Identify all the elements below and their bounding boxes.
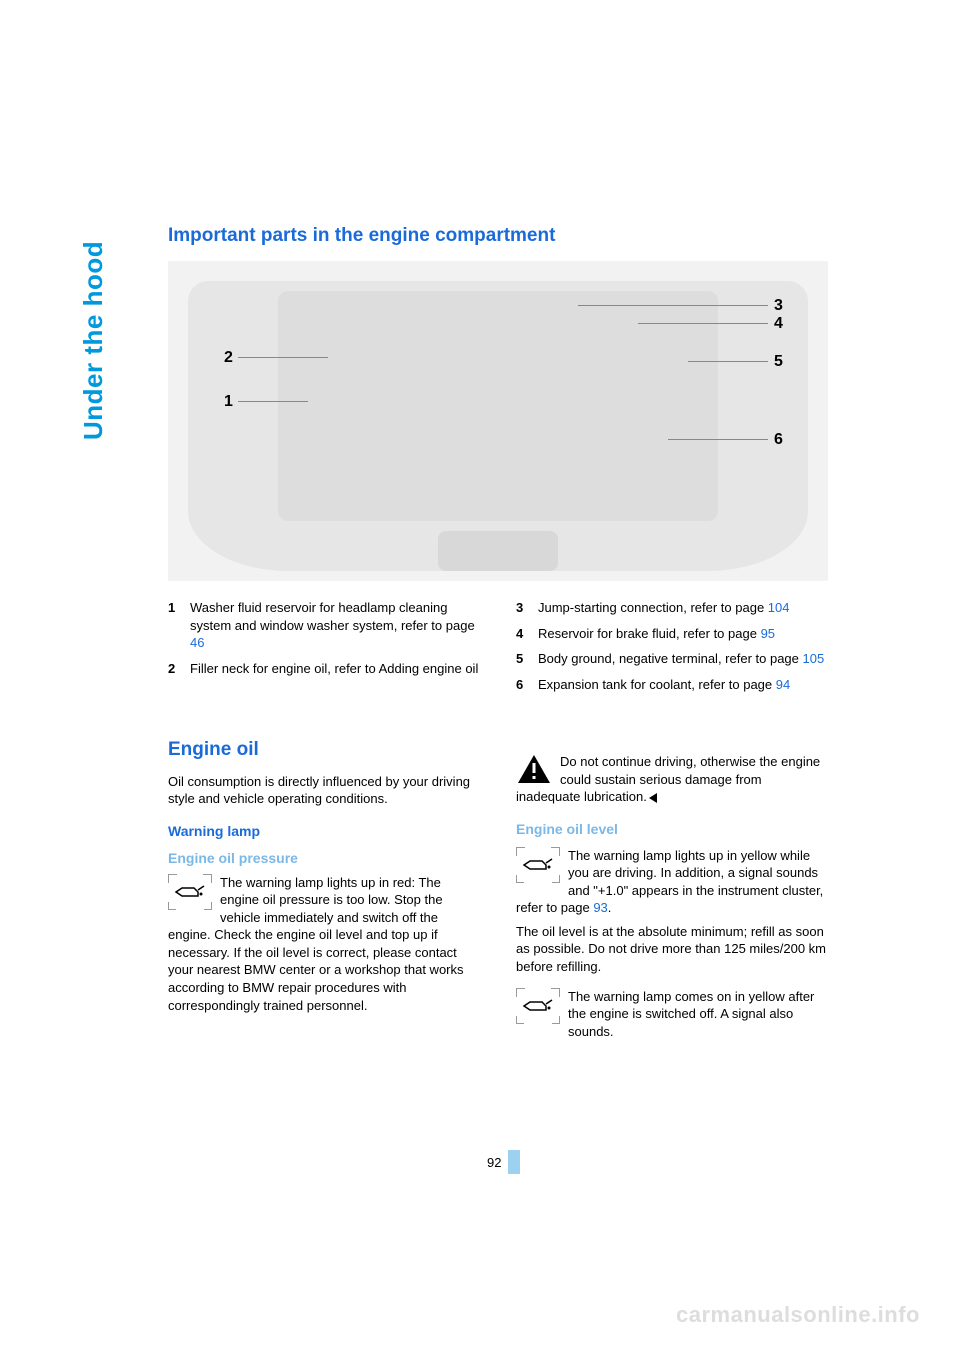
oil-level-text-1c: . (608, 900, 612, 915)
callout-line-1 (238, 401, 308, 402)
caution-text: Do not continue driving, otherwise the e… (516, 754, 820, 804)
legend-item-4: 4 Reservoir for brake fluid, refer to pa… (516, 625, 828, 643)
engine-compartment-figure: 2 1 3 4 5 6 (168, 261, 828, 581)
callout-line-2 (238, 357, 328, 358)
engine-oil-left: Engine oil Oil consumption is directly i… (168, 707, 480, 1040)
heading-oil-level: Engine oil level (516, 820, 828, 839)
legend-text: Reservoir for brake fluid, refer to page… (538, 625, 828, 643)
callout-line-6 (668, 439, 768, 440)
page-link[interactable]: 105 (803, 651, 825, 666)
page-link[interactable]: 93 (593, 900, 607, 915)
legend-item-5: 5 Body ground, negative terminal, refer … (516, 650, 828, 668)
legend-text: Washer fluid reservoir for headlamp clea… (190, 599, 480, 652)
legend-text: Jump-starting connection, refer to page … (538, 599, 828, 617)
oil-level-paragraph-1: The warning lamp lights up in yellow whi… (516, 847, 828, 917)
callout-2: 2 (224, 349, 233, 367)
engine-bay-shape (278, 291, 718, 521)
callout-legend: 1 Washer fluid reservoir for headlamp cl… (168, 599, 828, 701)
oil-pressure-paragraph: The warning lamp lights up in red: The e… (168, 874, 480, 1014)
oil-level-paragraph-2: The oil level is at the absolute minimum… (516, 923, 828, 976)
legend-body: Washer fluid reservoir for headlamp clea… (190, 600, 475, 633)
legend-body: Reservoir for brake fluid, refer to page (538, 626, 761, 641)
end-mark-icon (649, 793, 657, 803)
legend-body: Expansion tank for coolant, refer to pag… (538, 677, 776, 692)
legend-num: 6 (516, 676, 538, 694)
oil-pressure-text-2: switch off the engine. Check the engine … (168, 910, 464, 1013)
callout-3: 3 (774, 297, 783, 315)
legend-item-6: 6 Expansion tank for coolant, refer to p… (516, 676, 828, 694)
legend-text: Filler neck for engine oil, refer to Add… (190, 660, 480, 678)
callout-line-3 (578, 305, 768, 306)
section-title-engine-compartment: Important parts in the engine compartmen… (168, 225, 828, 247)
legend-text: Expansion tank for coolant, refer to pag… (538, 676, 828, 694)
oil-level-paragraph-3: The warning lamp comes on in yellow afte… (516, 988, 828, 1041)
page: Under the hood Important parts in the en… (0, 0, 960, 1358)
grille-shape (438, 531, 558, 571)
callout-6: 6 (774, 431, 783, 449)
page-link[interactable]: 95 (761, 626, 775, 641)
warning-triangle-icon (516, 753, 552, 785)
oil-can-icon (168, 874, 212, 910)
legend-item-3: 3 Jump-starting connection, refer to pag… (516, 599, 828, 617)
legend-num: 2 (168, 660, 190, 678)
engine-oil-columns: Engine oil Oil consumption is directly i… (168, 707, 828, 1040)
oil-level-text-3: The warning lamp comes on in yellow afte… (568, 989, 814, 1039)
heading-oil-pressure: Engine oil pressure (168, 849, 480, 868)
section-tab-title: Under the hood (78, 241, 109, 440)
engine-oil-intro: Oil consumption is directly influenced b… (168, 773, 480, 808)
content-area: Important parts in the engine compartmen… (168, 225, 828, 1040)
page-link[interactable]: 104 (768, 600, 790, 615)
legend-num: 1 (168, 599, 190, 652)
legend-left-col: 1 Washer fluid reservoir for headlamp cl… (168, 599, 480, 701)
legend-body: Jump-starting connection, refer to page (538, 600, 768, 615)
legend-num: 4 (516, 625, 538, 643)
legend-body: Filler neck for engine oil, refer to Add… (190, 661, 478, 676)
page-number: 92 (487, 1155, 501, 1170)
legend-item-1: 1 Washer fluid reservoir for headlamp cl… (168, 599, 480, 652)
caution-paragraph: Do not continue driving, otherwise the e… (516, 753, 828, 806)
oil-can-icon (516, 988, 560, 1024)
page-link[interactable]: 46 (190, 635, 204, 650)
legend-right-col: 3 Jump-starting connection, refer to pag… (516, 599, 828, 701)
heading-warning-lamp: Warning lamp (168, 822, 480, 841)
legend-num: 3 (516, 599, 538, 617)
engine-oil-right: Do not continue driving, otherwise the e… (516, 707, 828, 1040)
section-title-engine-oil: Engine oil (168, 737, 480, 763)
page-link[interactable]: 94 (776, 677, 790, 692)
callout-1: 1 (224, 393, 233, 411)
callout-5: 5 (774, 353, 783, 371)
oil-can-icon (516, 847, 560, 883)
callout-line-4 (638, 323, 768, 324)
legend-item-2: 2 Filler neck for engine oil, refer to A… (168, 660, 480, 678)
callout-4: 4 (774, 315, 783, 333)
callout-line-5 (688, 361, 768, 362)
legend-body: Body ground, negative terminal, refer to… (538, 651, 803, 666)
legend-text: Body ground, negative terminal, refer to… (538, 650, 828, 668)
page-number-bar (508, 1150, 520, 1174)
legend-num: 5 (516, 650, 538, 668)
footer-watermark: carmanualsonline.info (676, 1302, 920, 1328)
